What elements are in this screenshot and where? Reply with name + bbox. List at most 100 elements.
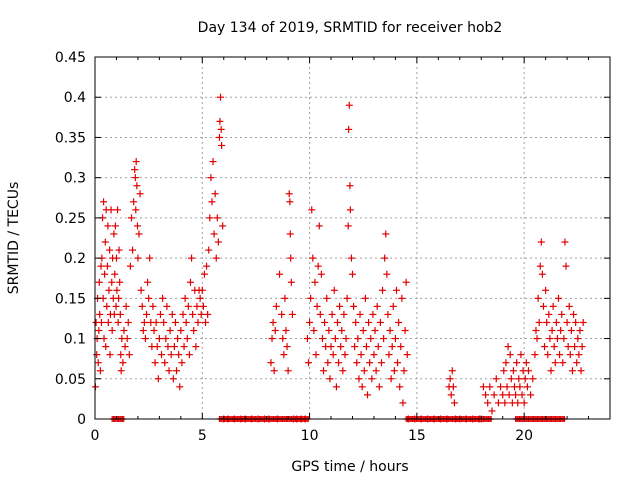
data-point xyxy=(173,367,181,375)
data-point xyxy=(401,327,409,335)
data-point xyxy=(502,359,510,367)
data-point xyxy=(205,246,213,254)
data-point xyxy=(512,391,520,399)
data-point xyxy=(544,351,552,359)
y-tick-label: 0.4 xyxy=(64,90,86,106)
y-tick-label: 0.3 xyxy=(64,171,86,187)
data-point xyxy=(494,399,502,407)
data-point xyxy=(517,351,525,359)
data-point xyxy=(285,190,293,198)
data-point xyxy=(345,101,353,109)
data-point xyxy=(189,310,197,318)
data-point xyxy=(490,391,498,399)
data-point xyxy=(161,359,169,367)
data-point xyxy=(288,310,296,318)
data-point xyxy=(180,343,188,351)
data-point xyxy=(520,399,528,407)
data-point xyxy=(376,318,384,326)
data-point xyxy=(350,302,358,310)
data-point xyxy=(144,278,152,286)
data-point xyxy=(94,359,102,367)
data-point xyxy=(212,254,220,262)
data-point xyxy=(527,391,535,399)
data-point xyxy=(362,343,370,351)
data-point xyxy=(110,230,118,238)
data-point xyxy=(116,310,124,318)
data-point xyxy=(552,318,560,326)
data-point xyxy=(183,335,191,343)
data-point xyxy=(402,278,410,286)
data-point xyxy=(328,310,336,318)
data-point xyxy=(104,222,112,230)
data-point xyxy=(325,327,333,335)
data-point xyxy=(577,367,585,375)
data-point xyxy=(310,327,318,335)
data-point xyxy=(546,335,554,343)
data-point xyxy=(358,383,366,391)
data-point xyxy=(576,327,584,335)
x-tick-label: 20 xyxy=(515,428,533,444)
data-point xyxy=(171,318,179,326)
data-point xyxy=(368,375,376,383)
data-point xyxy=(387,375,395,383)
data-point xyxy=(210,230,218,238)
data-point xyxy=(124,318,132,326)
data-point xyxy=(115,246,123,254)
data-point xyxy=(200,270,208,278)
data-point xyxy=(170,343,178,351)
data-point xyxy=(388,343,396,351)
x-axis-label: GPS time / hours xyxy=(291,459,408,475)
data-point xyxy=(372,367,380,375)
y-tick-label: 0 xyxy=(77,412,86,428)
data-point xyxy=(267,359,275,367)
data-point xyxy=(330,286,338,294)
x-axis-ticks: 0 5 10 15 20 xyxy=(91,57,590,444)
data-point xyxy=(359,327,367,335)
data-point xyxy=(506,351,514,359)
data-point xyxy=(539,302,547,310)
data-point xyxy=(333,318,341,326)
data-point xyxy=(145,294,153,302)
data-point xyxy=(135,230,143,238)
data-point xyxy=(138,302,146,310)
data-point xyxy=(499,391,507,399)
data-point xyxy=(203,262,211,270)
data-point xyxy=(448,367,456,375)
data-point xyxy=(182,318,190,326)
data-point xyxy=(326,375,334,383)
x-tick-label: 10 xyxy=(301,428,319,444)
data-point xyxy=(361,294,369,302)
data-point xyxy=(331,335,339,343)
data-point xyxy=(321,318,329,326)
data-point xyxy=(314,262,322,270)
data-point xyxy=(214,238,222,246)
data-point xyxy=(524,367,532,375)
data-point xyxy=(327,343,335,351)
data-point xyxy=(488,407,496,415)
data-point xyxy=(383,270,391,278)
data-point xyxy=(316,310,324,318)
data-point xyxy=(555,294,562,302)
data-point xyxy=(185,351,193,359)
data-point xyxy=(482,391,490,399)
data-point xyxy=(522,359,530,367)
data-point xyxy=(357,351,365,359)
data-point xyxy=(509,367,517,375)
data-point xyxy=(167,351,175,359)
data-point xyxy=(521,375,529,383)
data-point xyxy=(450,399,458,407)
data-point xyxy=(543,318,551,326)
data-point xyxy=(130,198,138,206)
data-point xyxy=(503,383,511,391)
data-point xyxy=(367,335,375,343)
data-point xyxy=(106,351,114,359)
data-point xyxy=(132,158,140,166)
data-point xyxy=(120,327,128,335)
data-point xyxy=(550,343,558,351)
data-point xyxy=(364,391,372,399)
data-point xyxy=(575,351,583,359)
data-point xyxy=(101,238,109,246)
data-point xyxy=(389,302,397,310)
y-tick-label: 0.2 xyxy=(64,251,86,267)
